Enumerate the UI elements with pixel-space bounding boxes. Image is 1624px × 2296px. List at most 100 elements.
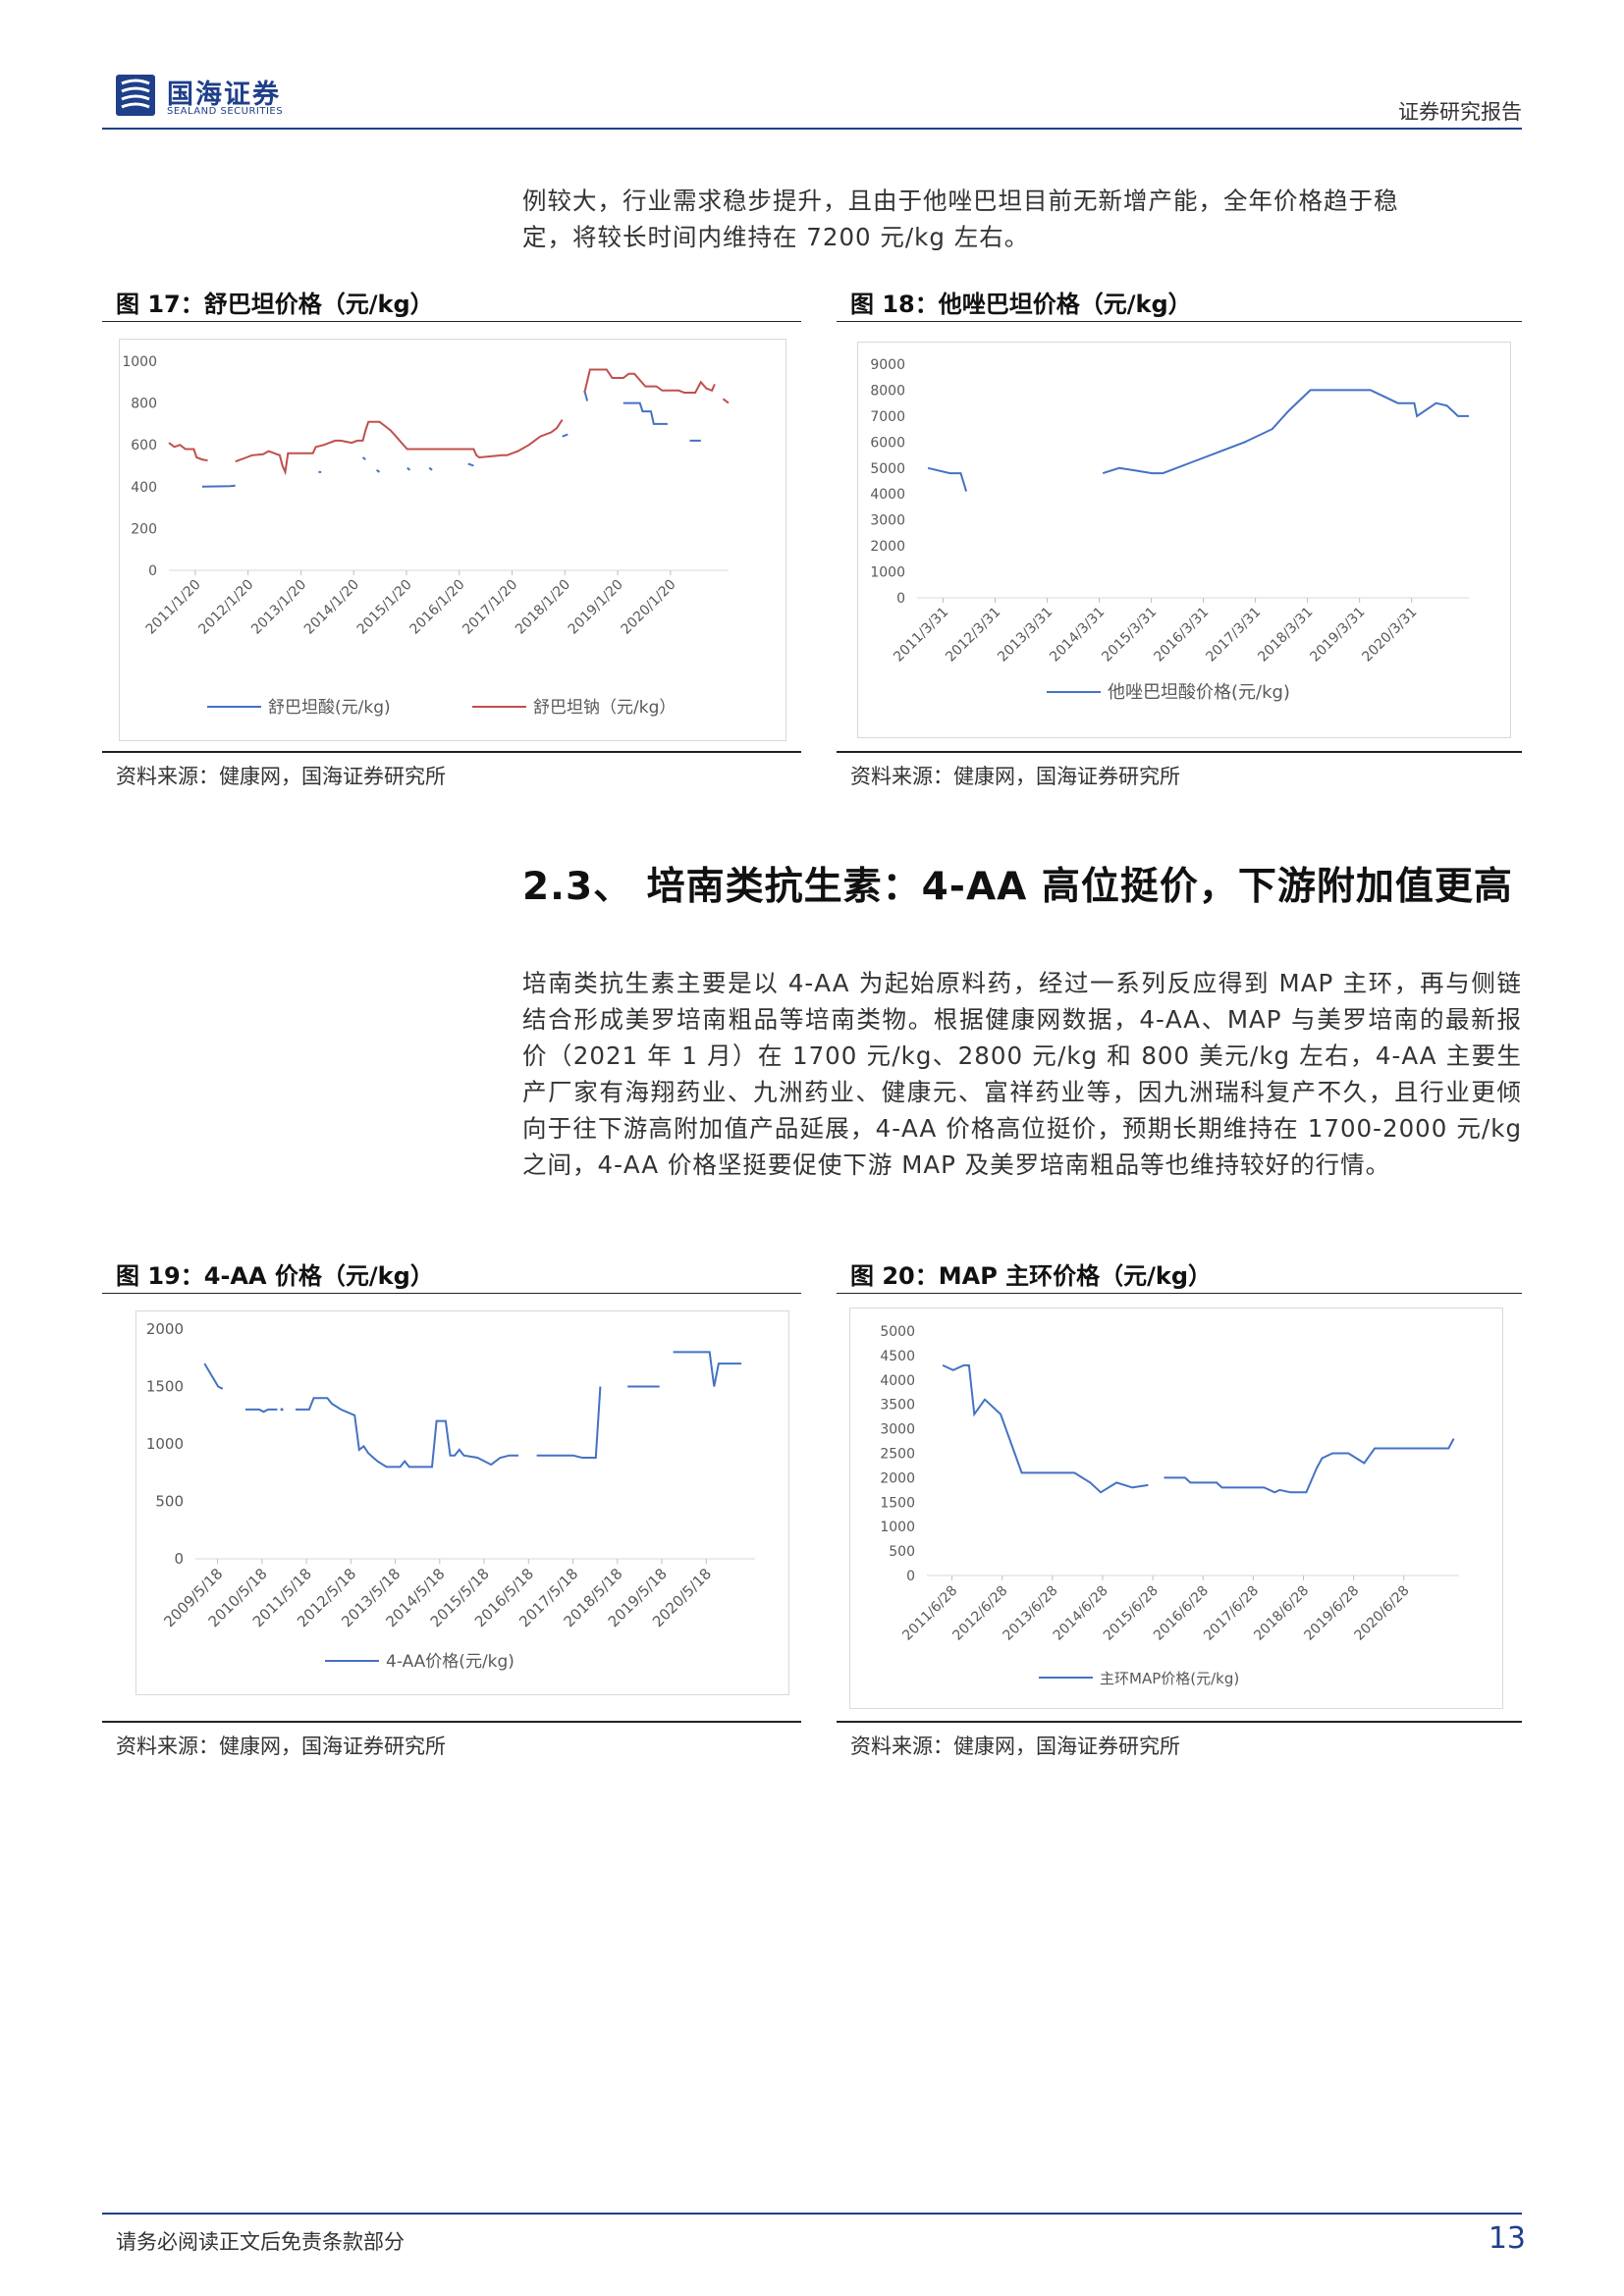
figure-17-source: 资料来源：健康网，国海证券研究所 [116, 765, 446, 788]
x-tick-label: 2020/6/28 [1352, 1583, 1413, 1644]
y-tick-label: 0 [174, 1550, 184, 1568]
series-line [296, 1397, 518, 1468]
series-line [942, 1363, 1149, 1494]
x-tick-label: 2013/1/20 [248, 577, 309, 638]
y-tick-label: 500 [889, 1544, 915, 1560]
figure-20-top-rule [837, 1293, 1522, 1294]
y-tick-label: 2000 [880, 1470, 915, 1486]
figure-18-chart-area: 0 1000 2000 3000 4000 5000 6000 7000 8000 9000 201… [857, 342, 1511, 738]
series-line [201, 484, 236, 488]
series-line [536, 1386, 602, 1459]
x-tick-label: 2012/3/31 [943, 605, 1003, 666]
y-tick-label: 0 [896, 591, 905, 607]
y-tick-label: 6000 [870, 435, 905, 451]
logo-text-en: SEALAND SECURITIES [167, 106, 284, 117]
y-tick-label: 500 [155, 1493, 184, 1511]
x-tick-label: 2020/1/20 [619, 577, 679, 638]
y-tick-label: 3000 [880, 1422, 915, 1438]
figure-19-chart: 05001000150020002009/5/182010/5/182011/5… [146, 1320, 755, 1672]
x-tick-label: 2014/3/31 [1047, 605, 1108, 666]
y-tick-label: 200 [131, 521, 157, 537]
logo-text-cn: 国海证券 [167, 80, 281, 110]
x-tick-label: 2014/1/20 [301, 577, 362, 638]
report-type-label: 证券研究报告 [1398, 100, 1522, 124]
y-tick-label: 1000 [870, 565, 905, 581]
figure-19-bottom-rule [102, 1721, 801, 1723]
x-tick-label: 2011/1/20 [143, 577, 204, 638]
figure-17-title: 图 17：舒巴坦价格（元/kg） [116, 291, 434, 318]
y-tick-label: 1000 [880, 1520, 915, 1535]
series-line [562, 433, 568, 438]
y-tick-label: 4000 [870, 487, 905, 503]
figure-19-chart-area: 0 500 1000 1500 2000 2009/5/18 2010/5/18 2011/5… [135, 1310, 789, 1695]
figure-19-source: 资料来源：健康网，国海证券研究所 [116, 1735, 446, 1758]
paragraph-1-line-2: 定，将较长时间内维持在 7200 元/kg 左右。 [522, 223, 1030, 251]
y-tick-label: 4000 [880, 1373, 915, 1389]
figure-18-top-rule [837, 321, 1522, 322]
series-line [376, 468, 381, 473]
series-line [673, 1351, 742, 1387]
series-line [203, 1362, 224, 1390]
y-tick-label: 2500 [880, 1447, 915, 1463]
series-line [361, 456, 366, 460]
y-tick-label: 1000 [146, 1435, 184, 1453]
figure-17-bottom-rule [102, 751, 801, 753]
y-tick-label: 800 [131, 397, 157, 412]
y-tick-label: 0 [906, 1569, 915, 1584]
x-tick-label: 2015/3/31 [1099, 605, 1160, 666]
figure-19-title: 图 19：4-AA 价格（元/kg） [116, 1262, 434, 1290]
series-line [1102, 389, 1469, 475]
series-point [280, 1408, 284, 1412]
x-tick-label: 2011/3/31 [891, 605, 951, 666]
x-tick-label: 2015/1/20 [354, 577, 415, 638]
series-line [722, 398, 730, 404]
y-tick-label: 2000 [146, 1320, 184, 1338]
figure-18-source: 资料来源：健康网，国海证券研究所 [850, 765, 1180, 788]
series-line [406, 466, 411, 471]
y-tick-label: 7000 [870, 409, 905, 425]
x-tick-label: 2019/1/20 [566, 577, 626, 638]
y-tick-label: 600 [131, 438, 157, 454]
y-tick-label: 5000 [880, 1324, 915, 1340]
figure-18-chart: 0 1000 2000 3000 4000 5000 6000 7000 8000 9000 201… [870, 357, 1469, 703]
figure-19-top-rule [102, 1293, 801, 1294]
series-line [428, 466, 433, 471]
figure-20-source: 资料来源：健康网，国海证券研究所 [850, 1735, 1180, 1758]
paragraph-1: 例较大，行业需求稳步提升，且由于他唑巴坦目前无新增产能，全年价格趋于稳 定，将较… [522, 183, 1522, 255]
series-line [168, 442, 208, 462]
y-tick-label: 2000 [870, 539, 905, 555]
x-tick-label: 2020/3/31 [1359, 605, 1420, 666]
y-tick-label: 0 [148, 563, 157, 579]
y-tick-label: 3500 [880, 1398, 915, 1414]
figure-20-title: 图 20：MAP 主环价格（元/kg） [850, 1262, 1213, 1290]
x-tick-label: 2017/3/31 [1203, 605, 1264, 666]
x-tick-label: 2018/3/31 [1255, 605, 1316, 666]
y-tick-label: 8000 [870, 383, 905, 399]
x-tick-label: 2019/3/31 [1307, 605, 1368, 666]
y-tick-label: 3000 [870, 513, 905, 529]
y-tick-label: 1000 [122, 354, 157, 370]
figure-17-top-rule [102, 321, 801, 322]
figure-20-chart-area: 0 500 1000 1500 2000 2500 3000 3500 4000 4500 5000… [849, 1308, 1503, 1709]
sealand-logo-icon [116, 75, 155, 116]
series-line [1164, 1438, 1455, 1494]
series-line [245, 1408, 278, 1414]
x-tick-label: 2012/1/20 [195, 577, 256, 638]
series-line [623, 401, 668, 425]
legend-label: 舒巴坦酸(元/kg) [268, 698, 391, 718]
series-line [467, 462, 474, 467]
y-tick-label: 1500 [880, 1495, 915, 1511]
footer-divider [102, 2213, 1522, 2215]
y-tick-label: 1500 [146, 1378, 184, 1396]
footer-disclaimer: 请务必阅读正文后免责条款部分 [116, 2230, 405, 2254]
figure-20-chart: 0 500 1000 1500 2000 2500 3000 3500 4000 4500 5000… [880, 1324, 1459, 1687]
figure-18-bottom-rule [837, 751, 1522, 753]
paragraph-2: 培南类抗生素主要是以 4-AA 为起始原料药，经过一系列反应得到 MAP 主环，… [522, 969, 1522, 1179]
section-heading: 2.3、 培南类抗生素：4-AA 高位挺价，下游附加值更高 [522, 865, 1513, 909]
legend-label: 主环MAP价格(元/kg) [1100, 1670, 1239, 1687]
legend-label: 4-AA价格(元/kg) [386, 1652, 514, 1672]
x-tick-label: 2017/1/20 [460, 577, 520, 638]
header-divider [102, 128, 1522, 130]
figure-17-chart: 0 200 400 600 800 1000 2011/1/202012/1/202013/… [122, 354, 730, 718]
x-tick-label: 2016/3/31 [1151, 605, 1212, 666]
